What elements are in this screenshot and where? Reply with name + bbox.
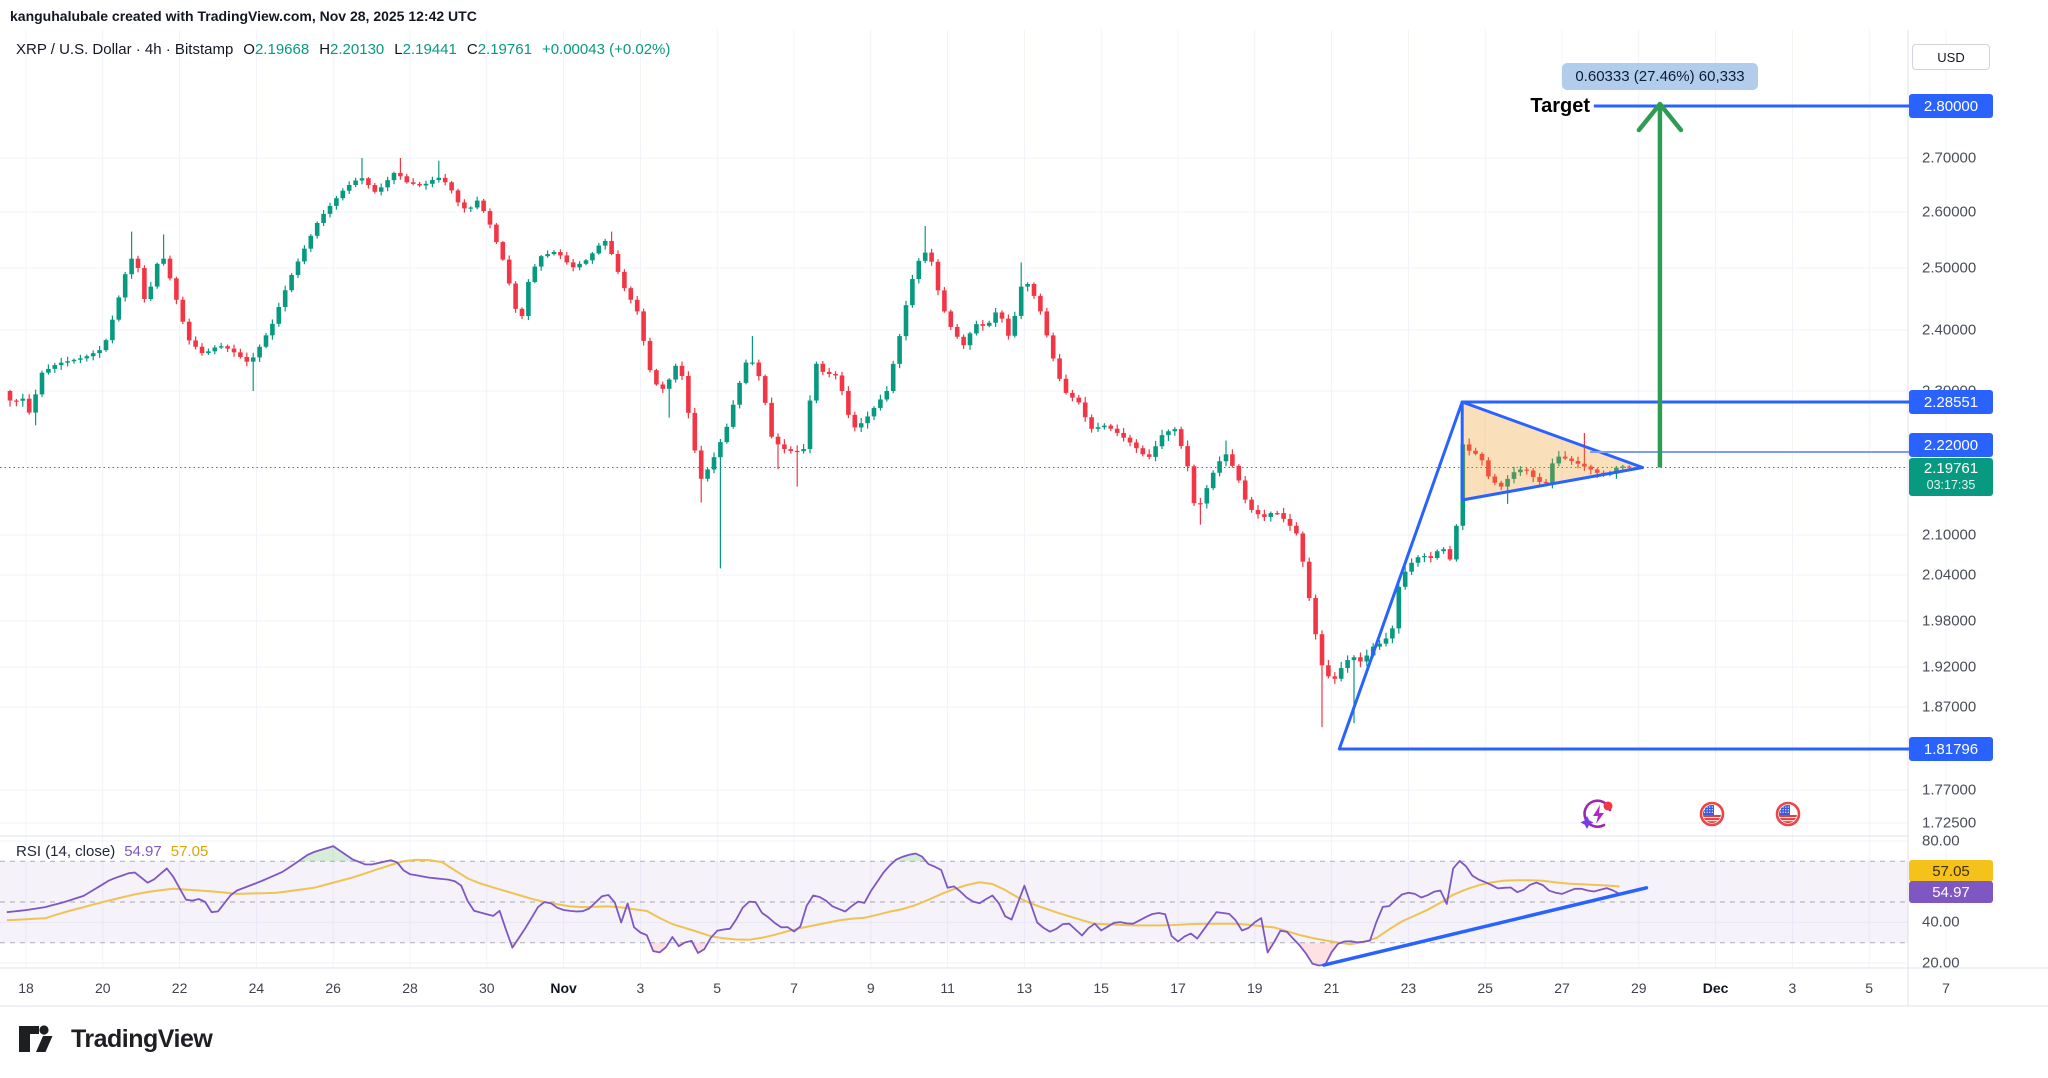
price-axis-tick[interactable]: 1.92000 [1922, 658, 1977, 676]
rsi-ma-value: 57.05 [170, 843, 209, 860]
pane-borders [0, 30, 2048, 1007]
price-line-label[interactable]: 1.81796 [1909, 737, 1993, 761]
rsi-ma-value-label: 57.05 [1909, 860, 1993, 882]
candlestick-series[interactable] [7, 158, 1632, 728]
symbol-title[interactable]: XRP / U.S. Dollar · 4h · Bitstamp [16, 41, 234, 58]
ohlc-low: L2.19441 [394, 41, 457, 58]
rsi-value-label: 54.97 [1909, 881, 1993, 903]
rsi-oversold-fill [649, 942, 669, 953]
time-axis-tick[interactable]: 17 [1170, 980, 1186, 996]
rsi-trendline[interactable] [1322, 886, 1649, 967]
price-axis-tick[interactable]: 1.72500 [1922, 814, 1977, 832]
us-flag-economic-event-icon[interactable] [1699, 801, 1725, 827]
ohlc-high: H2.20130 [319, 41, 385, 58]
time-axis-tick[interactable]: 15 [1093, 980, 1109, 996]
last-price-value: 2.19761 [1923, 460, 1979, 477]
price-line-label[interactable]: 2.22000 [1909, 433, 1993, 457]
rsi-ma-line [6, 858, 1620, 946]
rsi-axis-tick[interactable]: 20.00 [1922, 954, 1960, 972]
time-axis-tick[interactable]: 7 [1942, 980, 1950, 996]
ohlc-close: C2.19761 [466, 41, 532, 58]
time-axis-tick[interactable]: 26 [325, 980, 341, 996]
time-axis-tick[interactable]: 18 [18, 980, 34, 996]
price-axis-tick[interactable]: 1.77000 [1922, 781, 1977, 799]
rsi-oversold-fill [692, 942, 708, 953]
measured-move-label[interactable]: 0.60333 (27.46%) 60,333 [1562, 63, 1758, 90]
time-axis-tick[interactable]: 23 [1400, 980, 1417, 996]
tradingview-logo[interactable]: TradingView [18, 1024, 213, 1054]
time-axis-tick[interactable]: 21 [1323, 980, 1340, 996]
event-icons[interactable] [1580, 799, 1801, 829]
rsi-oversold-fill [1297, 942, 1342, 966]
pole-trendline[interactable] [1337, 400, 1464, 751]
rsi-legend[interactable]: RSI (14, close) 54.97 57.05 [16, 843, 208, 860]
time-axis-tick[interactable]: 13 [1016, 980, 1033, 996]
time-axis-tick[interactable]: 20 [95, 980, 111, 996]
rsi-overbought-fill [298, 846, 358, 862]
symbol-bar[interactable]: XRP / U.S. Dollar · 4h · Bitstamp O2.196… [16, 41, 670, 58]
time-axis-tick[interactable]: 19 [1247, 980, 1263, 996]
time-axis-tick[interactable]: Dec [1702, 980, 1729, 996]
price-axis-tick[interactable]: 1.87000 [1922, 698, 1977, 716]
bar-countdown: 03:17:35 [1926, 478, 1976, 492]
price-axis-tick[interactable]: 2.40000 [1922, 321, 1977, 339]
rsi-line [6, 845, 1627, 967]
tradingview-logo-text: TradingView [71, 1024, 213, 1053]
time-axis-tick[interactable]: 7 [790, 980, 798, 996]
rsi-title: RSI (14, close) [16, 843, 116, 860]
price-axis-tick[interactable]: 2.60000 [1922, 203, 1977, 221]
time-axis-tick[interactable]: 25 [1477, 980, 1493, 996]
time-axis-tick[interactable]: 24 [248, 980, 265, 996]
time-axis-tick[interactable]: 3 [636, 980, 645, 996]
pennant-pattern[interactable] [1460, 400, 1645, 502]
price-axis-tick[interactable]: 2.70000 [1922, 149, 1977, 167]
time-axis-tick[interactable]: 3 [1788, 980, 1797, 996]
rsi-value: 54.97 [124, 843, 162, 860]
grid-lines [0, 30, 1947, 968]
time-axis-tick[interactable]: 9 [866, 980, 875, 996]
price-line-label[interactable]: 2.28551 [1909, 390, 1993, 415]
us-flag-economic-event-icon[interactable] [1775, 801, 1801, 827]
price-axis-tick[interactable]: 2.04000 [1922, 566, 1977, 584]
ohlc-open: O2.19668 [243, 41, 310, 58]
tradingview-logo-icon [19, 1025, 53, 1052]
price-axis-tick[interactable]: 2.10000 [1922, 526, 1977, 544]
time-axis-tick[interactable]: 30 [479, 980, 495, 996]
time-axis-tick[interactable]: 11 [940, 980, 955, 996]
last-price-label[interactable]: 2.19761 03:17:35 [1909, 457, 1993, 496]
target-text-label[interactable]: Target [1530, 95, 1590, 117]
rsi-axis-tick[interactable]: 40.00 [1922, 913, 1960, 931]
currency-toggle-button[interactable]: USD [1912, 44, 1990, 70]
time-axis-tick[interactable]: 5 [713, 980, 722, 996]
time-axis-tick[interactable]: 28 [402, 980, 418, 996]
price-drawings[interactable] [1337, 104, 1910, 751]
target-arrow[interactable] [1636, 101, 1684, 468]
time-axis-tick[interactable]: Nov [550, 980, 577, 996]
price-axis-tick[interactable]: 1.98000 [1922, 612, 1977, 630]
price-line-label[interactable]: 2.80000 [1909, 94, 1993, 118]
time-axis-tick[interactable]: 5 [1865, 980, 1874, 996]
price-change: +0.00043 (+0.02%) [541, 41, 671, 58]
ai-spark-event-icon[interactable] [1580, 799, 1613, 829]
time-axis-tick[interactable]: 27 [1554, 980, 1570, 996]
rsi-axis-tick[interactable]: 80.00 [1922, 832, 1960, 850]
credit-line: kanguhalubale created with TradingView.c… [10, 8, 477, 24]
rsi-pane[interactable] [0, 845, 1908, 967]
time-axis-tick[interactable]: 29 [1631, 980, 1647, 996]
time-axis-tick[interactable]: 22 [171, 980, 188, 996]
price-axis-tick[interactable]: 2.50000 [1922, 259, 1977, 277]
